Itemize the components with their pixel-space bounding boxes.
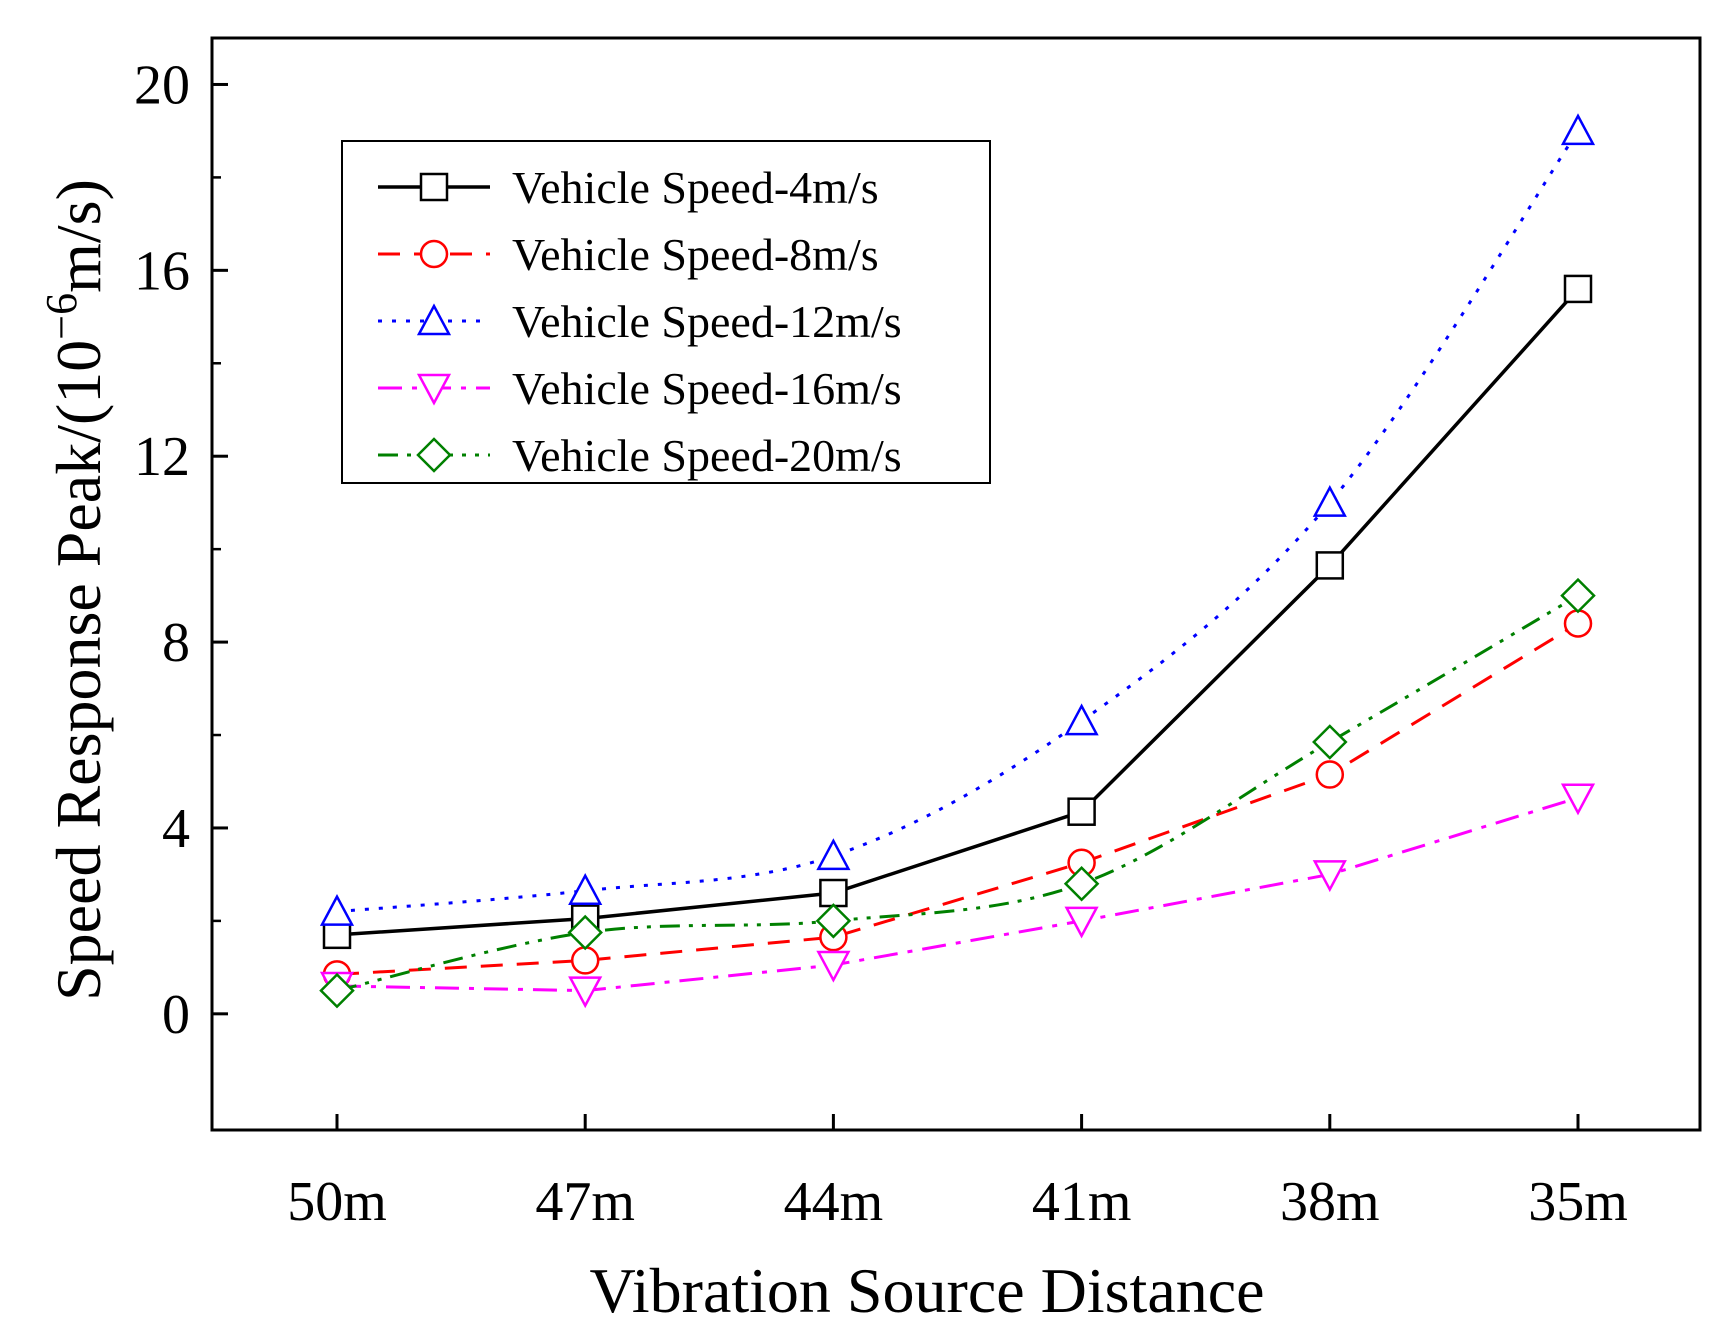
series-5 [319, 577, 1596, 1009]
x-tick-label: 38m [1280, 1171, 1380, 1233]
legend-marker [419, 172, 449, 202]
y-tick-label: 20 [134, 54, 190, 116]
y-tick-label: 12 [134, 426, 190, 488]
x-tick-label: 47m [535, 1171, 635, 1233]
y-axis-label-unit: m/s) [43, 179, 114, 293]
series-point [815, 903, 852, 939]
x-tick-label: 35m [1528, 1171, 1628, 1233]
legend-label: Vehicle Speed-8m/s [512, 229, 879, 280]
series-point [816, 838, 851, 871]
series-point [319, 893, 355, 926]
series-point [568, 976, 603, 1009]
legend-marker [416, 303, 452, 336]
y-tick-label: 4 [162, 798, 190, 860]
y-axis-label-main: Speed Response Peak/(10 [43, 340, 114, 1001]
series-point [1067, 797, 1096, 826]
series-point [570, 946, 600, 975]
series-point [319, 972, 355, 1009]
series-point [567, 914, 603, 951]
legend-box [341, 140, 991, 484]
legend-item: Vehicle Speed-12m/s [378, 296, 902, 347]
y-tick-label: 16 [134, 240, 190, 302]
series-line [336, 594, 1579, 993]
series-line [336, 130, 1580, 914]
series-point [1563, 609, 1593, 638]
series-point [816, 950, 851, 983]
x-axis-label: Vibration Source Distance [589, 1255, 1264, 1326]
series-line [336, 796, 1579, 993]
series-3 [319, 113, 1596, 926]
series-point [1312, 485, 1347, 517]
series-point [819, 878, 848, 908]
legend-item: Vehicle Speed-4m/s [378, 162, 879, 213]
y-axis-label-superscript: −6 [37, 293, 86, 340]
x-tick-label: 50m [287, 1171, 387, 1233]
legend-label: Vehicle Speed-20m/s [512, 430, 902, 481]
series-point [1312, 724, 1348, 760]
legend-label: Vehicle Speed-12m/s [512, 296, 902, 347]
y-tick-label: 8 [162, 612, 190, 674]
plot-frame [210, 36, 1702, 1132]
series-point [1315, 551, 1345, 580]
series-line [336, 287, 1580, 937]
series-layer [319, 113, 1596, 1009]
series-point [1315, 760, 1345, 789]
series-point [1560, 577, 1596, 614]
legend-item: Vehicle Speed-8m/s [378, 229, 879, 280]
axis-ticks: 0 4 8 12 16 20 50m 47m 44m 41m 38m 35m [134, 54, 1628, 1233]
legend-label: Vehicle Speed-4m/s [512, 162, 879, 213]
legend-item: Vehicle Speed-16m/s [378, 363, 902, 414]
series-point [568, 873, 603, 905]
y-tick-label: 0 [162, 984, 190, 1046]
legend-marker [416, 437, 452, 473]
series-point [1560, 113, 1596, 146]
x-tick-label: 41m [1032, 1171, 1132, 1233]
series-point [1563, 274, 1593, 304]
legend-item: Vehicle Speed-20m/s [378, 430, 902, 481]
legend-marker [416, 373, 452, 406]
series-point [1063, 865, 1100, 902]
plot-border [210, 36, 1702, 1132]
series-point [1064, 703, 1099, 736]
legend: Vehicle Speed-4m/s Vehicle Speed-8m/s Vehi… [341, 140, 991, 484]
series-2 [322, 609, 1593, 989]
series-point [1312, 860, 1347, 893]
legend-label: Vehicle Speed-16m/s [512, 363, 902, 414]
legend-marker [419, 239, 449, 269]
series-point [1064, 906, 1099, 939]
series-point [1560, 783, 1596, 816]
series-4 [319, 783, 1596, 1009]
series-line [336, 622, 1579, 976]
y-axis-label: Speed Response Peak/(10−6m/s) [37, 179, 115, 1001]
x-tick-label: 44m [784, 1171, 884, 1233]
